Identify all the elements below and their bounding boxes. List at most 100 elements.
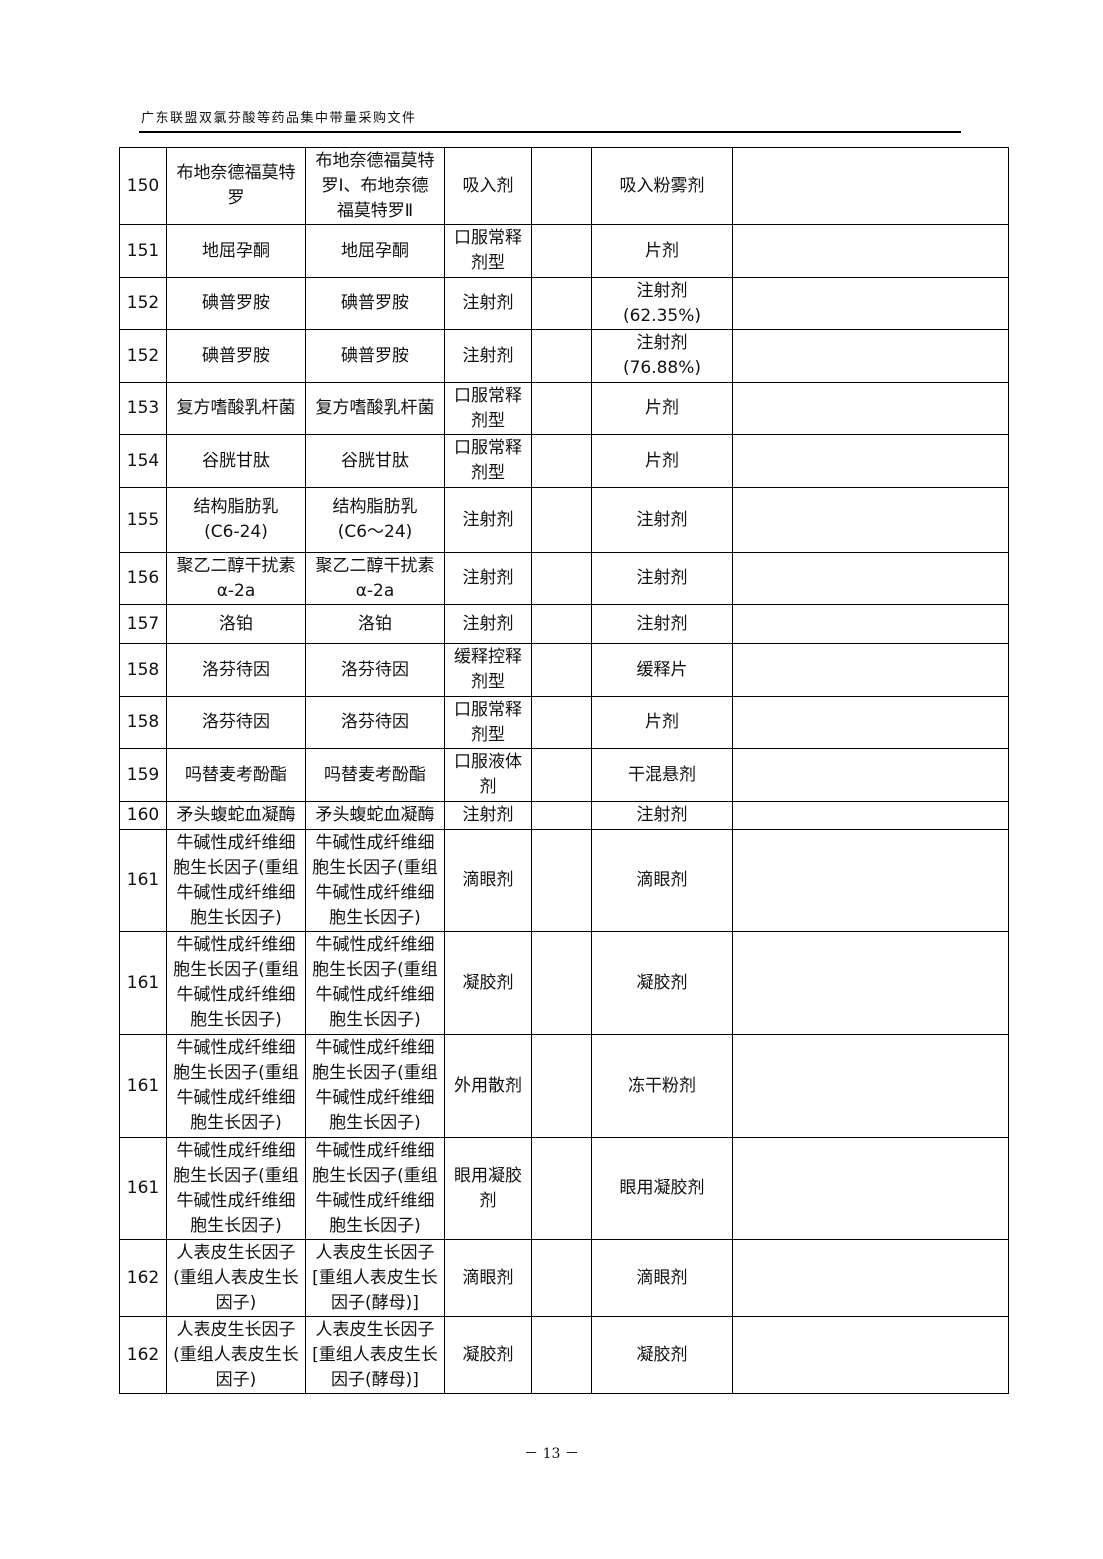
dosage-form-cell: 外用散剂 xyxy=(444,1034,532,1138)
spec-form-cell: 滴眼剂 xyxy=(591,829,733,932)
spec-form-cell: 缓释片 xyxy=(591,643,733,697)
generic-name-cell: 复方嗜酸乳杆菌 xyxy=(305,382,445,435)
drug-name-cell: 碘普罗胺 xyxy=(166,277,306,330)
blank-cell xyxy=(531,829,592,932)
generic-name-cell: 聚乙二醇干扰素 α-2a xyxy=(305,552,445,605)
table-row: 161 牛碱性成纤维细 胞生长因子(重组 牛碱性成纤维细 胞生长因子) 牛碱性成纤维… xyxy=(119,1034,1009,1138)
table-row: 158 洛芬待因 洛芬待因 缓释控释 剂型 缓释片 xyxy=(119,643,1009,697)
dosage-form-cell: 注射剂 xyxy=(444,329,532,383)
remarks-cell xyxy=(732,329,1009,383)
drug-table: 150 布地奈德福莫特 罗布地奈德福莫特 罗Ⅰ、布地奈德 福莫特罗Ⅱ 吸入剂 吸入粉雾… xyxy=(119,147,1009,1394)
remarks-cell xyxy=(732,487,1009,553)
remarks-cell xyxy=(732,552,1009,605)
remarks-cell xyxy=(732,1239,1009,1317)
blank-cell xyxy=(531,382,592,435)
drug-name-cell: 复方嗜酸乳杆菌 xyxy=(166,382,306,435)
table-row: 154 谷胱甘肽 谷胱甘肽 口服常释 剂型 片剂 xyxy=(119,434,1009,488)
remarks-cell xyxy=(732,604,1009,644)
remarks-cell xyxy=(732,643,1009,697)
drug-name-cell: 碘普罗胺 xyxy=(166,329,306,383)
dosage-form-cell: 口服常释 剂型 xyxy=(444,434,532,488)
drug-name-cell: 结构脂肪乳 (C6-24) xyxy=(166,487,306,553)
seq-cell: 161 xyxy=(119,829,167,932)
drug-name-cell: 洛铂 xyxy=(166,604,306,644)
blank-cell xyxy=(531,434,592,488)
remarks-cell xyxy=(732,147,1009,225)
dosage-form-cell: 滴眼剂 xyxy=(444,1239,532,1317)
seq-cell: 161 xyxy=(119,1034,167,1138)
drug-name-cell: 牛碱性成纤维细 胞生长因子(重组 牛碱性成纤维细 胞生长因子) xyxy=(166,931,306,1035)
blank-cell xyxy=(531,277,592,330)
remarks-cell xyxy=(732,382,1009,435)
generic-name-cell: 洛铂 xyxy=(305,604,445,644)
spec-form-cell: 片剂 xyxy=(591,696,733,749)
blank-cell xyxy=(531,931,592,1035)
dosage-form-cell: 眼用凝胶 剂 xyxy=(444,1137,532,1240)
dosage-form-cell: 滴眼剂 xyxy=(444,829,532,932)
spec-form-cell: 滴眼剂 xyxy=(591,1239,733,1317)
blank-cell xyxy=(531,1137,592,1240)
drug-name-cell: 矛头蝮蛇血凝酶 xyxy=(166,801,306,830)
blank-cell xyxy=(531,643,592,697)
remarks-cell xyxy=(732,931,1009,1035)
generic-name-cell: 矛头蝮蛇血凝酶 xyxy=(305,801,445,830)
blank-cell xyxy=(531,1316,592,1394)
drug-name-cell: 洛芬待因 xyxy=(166,696,306,749)
generic-name-cell: 谷胱甘肽 xyxy=(305,434,445,488)
seq-cell: 157 xyxy=(119,604,167,644)
table-row: 153 复方嗜酸乳杆菌 复方嗜酸乳杆菌 口服常释 剂型 片剂 xyxy=(119,382,1009,435)
dosage-form-cell: 注射剂 xyxy=(444,552,532,605)
table-row: 151 地屈孕酮 地屈孕酮 口服常释 剂型 片剂 xyxy=(119,224,1009,278)
spec-form-cell: 注射剂 (62.35%) xyxy=(591,277,733,330)
remarks-cell xyxy=(732,1034,1009,1138)
table-row: 162 人表皮生长因子 (重组人表皮生长 因子) 人表皮生长因子 [重组人表皮生长 … xyxy=(119,1239,1009,1317)
dosage-form-cell: 口服液体 剂 xyxy=(444,748,532,802)
generic-name-cell: 牛碱性成纤维细 胞生长因子(重组 牛碱性成纤维细 胞生长因子) xyxy=(305,829,445,932)
remarks-cell xyxy=(732,1316,1009,1394)
blank-cell xyxy=(531,1034,592,1138)
remarks-cell xyxy=(732,434,1009,488)
generic-name-cell: 洛芬待因 xyxy=(305,696,445,749)
spec-form-cell: 凝胶剂 xyxy=(591,931,733,1035)
spec-form-cell: 注射剂 xyxy=(591,552,733,605)
spec-form-cell: 干混悬剂 xyxy=(591,748,733,802)
table-row: 150 布地奈德福莫特 罗布地奈德福莫特 罗Ⅰ、布地奈德 福莫特罗Ⅱ 吸入剂 吸入粉雾… xyxy=(119,147,1009,225)
seq-cell: 162 xyxy=(119,1316,167,1394)
generic-name-cell: 碘普罗胺 xyxy=(305,329,445,383)
generic-name-cell: 布地奈德福莫特 罗Ⅰ、布地奈德 福莫特罗Ⅱ xyxy=(305,147,445,225)
remarks-cell xyxy=(732,1137,1009,1240)
remarks-cell xyxy=(732,748,1009,802)
seq-cell: 156 xyxy=(119,552,167,605)
drug-name-cell: 人表皮生长因子 (重组人表皮生长 因子) xyxy=(166,1316,306,1394)
spec-form-cell: 片剂 xyxy=(591,224,733,278)
seq-cell: 152 xyxy=(119,277,167,330)
spec-form-cell: 片剂 xyxy=(591,382,733,435)
blank-cell xyxy=(531,552,592,605)
drug-name-cell: 洛芬待因 xyxy=(166,643,306,697)
spec-form-cell: 吸入粉雾剂 xyxy=(591,147,733,225)
dosage-form-cell: 吸入剂 xyxy=(444,147,532,225)
generic-name-cell: 洛芬待因 xyxy=(305,643,445,697)
spec-form-cell: 注射剂 (76.88%) xyxy=(591,329,733,383)
seq-cell: 161 xyxy=(119,931,167,1035)
table-row: 157 洛铂 洛铂 注射剂 注射剂 xyxy=(119,604,1009,644)
dosage-form-cell: 缓释控释 剂型 xyxy=(444,643,532,697)
generic-name-cell: 碘普罗胺 xyxy=(305,277,445,330)
table-row: 160 矛头蝮蛇血凝酶 矛头蝮蛇血凝酶 注射剂 注射剂 xyxy=(119,801,1009,830)
dosage-form-cell: 口服常释 剂型 xyxy=(444,382,532,435)
drug-name-cell: 吗替麦考酚酯 xyxy=(166,748,306,802)
table-row: 161 牛碱性成纤维细 胞生长因子(重组 牛碱性成纤维细 胞生长因子) 牛碱性成纤维… xyxy=(119,829,1009,932)
generic-name-cell: 牛碱性成纤维细 胞生长因子(重组 牛碱性成纤维细 胞生长因子) xyxy=(305,931,445,1035)
drug-name-cell: 牛碱性成纤维细 胞生长因子(重组 牛碱性成纤维细 胞生长因子) xyxy=(166,1034,306,1138)
spec-form-cell: 眼用凝胶剂 xyxy=(591,1137,733,1240)
blank-cell xyxy=(531,224,592,278)
dosage-form-cell: 口服常释 剂型 xyxy=(444,696,532,749)
page-number: － 13 － xyxy=(524,1446,579,1462)
generic-name-cell: 人表皮生长因子 [重组人表皮生长 因子(酵母)] xyxy=(305,1316,445,1394)
spec-form-cell: 凝胶剂 xyxy=(591,1316,733,1394)
blank-cell xyxy=(531,329,592,383)
drug-name-cell: 谷胱甘肽 xyxy=(166,434,306,488)
seq-cell: 151 xyxy=(119,224,167,278)
dosage-form-cell: 注射剂 xyxy=(444,277,532,330)
remarks-cell xyxy=(732,801,1009,830)
